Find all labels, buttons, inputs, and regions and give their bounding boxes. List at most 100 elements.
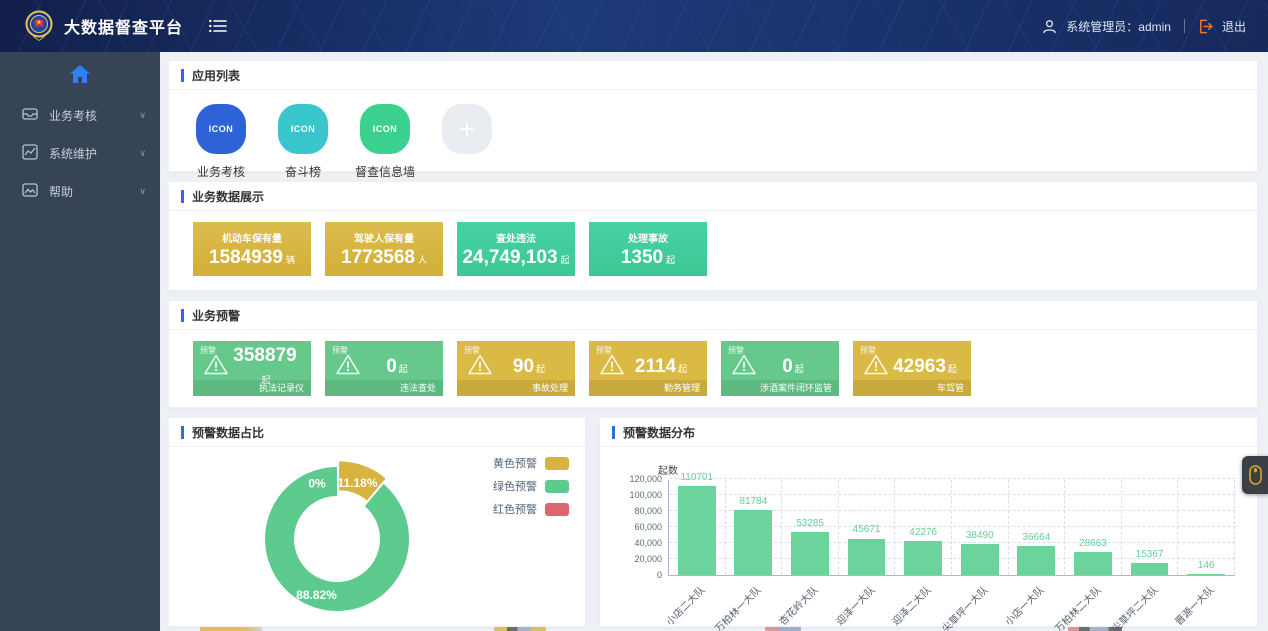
legend-swatch [545,502,569,516]
panel-bar-chart: 预警数据分布 起数 0 20,000 40,000 60,000 80,000 100,0… [599,417,1258,631]
grid-line [669,558,1235,559]
warning-value: 358879起 [233,345,297,385]
stat-card-title: 查处违法 [496,234,536,245]
title-accent-bar [612,425,615,439]
panel-biz-data: 业务数据展示 机动车保有量 1584939 辆 驾驶人保有量 1773568 人 查处违法 2… [168,181,1258,291]
stat-card[interactable]: 处理事故 1350 起 [589,222,707,276]
bar-value-label: 53285 [796,518,824,530]
bar[interactable] [1187,574,1226,575]
title-accent-bar [181,68,184,82]
warning-tag: 预警 [728,346,744,355]
bar[interactable] [1130,562,1169,575]
grid-line [669,478,1235,479]
bar-x-label: 晋源一大队 [1173,584,1217,628]
bar[interactable] [960,544,999,575]
sidebar-item-0[interactable]: 业务考核 ∨ [0,96,160,134]
title-accent-bar [181,308,184,322]
app-item[interactable]: ICON 奋斗榜 [273,104,333,180]
bar-value-label: 42276 [909,527,938,539]
legend-label: 黄色预警 [493,458,537,470]
header-divider [1183,19,1185,33]
bar-column: 81784 万柏林一大队 [714,480,783,631]
warning-value: 42963 起 [893,356,957,377]
stat-card[interactable]: 机动车保有量 1584939 辆 [193,222,311,276]
bar-column: 146 晋源一大队 [1174,480,1235,628]
stat-card-value: 1584939 辆 [209,247,295,268]
warning-tag: 预警 [200,346,216,355]
bar[interactable] [1017,545,1056,575]
stat-card[interactable]: 查处违法 24,749,103 起 [457,222,575,276]
legend-item[interactable]: 绿色预警 [493,478,569,494]
bar-column: 36664 小店一大队 [1004,480,1066,628]
warning-unit: 起 [794,364,804,374]
warning-label: 违法查处 [325,380,443,396]
bar[interactable] [1074,552,1112,575]
section-title-pie: 预警数据占比 [169,418,585,447]
bar-x-label: 尖草坪二大队 [1109,584,1161,631]
inbox-icon [22,106,38,125]
warning-unit: 起 [261,375,271,385]
menu-toggle-icon[interactable] [209,19,227,33]
y-axis-tick: 60,000 [634,522,662,532]
warning-label: 涉酒案件闭环监管 [721,380,839,396]
sidebar-item-label: 系统维护 [49,146,98,161]
warning-card[interactable]: 预警 0 起涉酒案件闭环监管 [721,341,839,396]
plus-icon: + [442,104,492,154]
logout-button[interactable]: 退出 [1221,19,1246,34]
bar[interactable] [847,538,886,575]
pie-slice-label: 11.18% [337,476,377,490]
pie-slice[interactable] [339,461,386,501]
warning-tag: 预警 [332,346,348,355]
bar-column: 28663 万柏林二大队 [1053,480,1122,631]
bar[interactable] [904,541,943,575]
bar-x-label: 杏花岭大队 [777,584,821,628]
title-accent-bar [181,189,184,203]
logout-icon[interactable] [1198,19,1213,34]
y-axis-tick: 80,000 [634,506,662,516]
warning-triangle-icon [467,353,493,381]
warning-unit: 起 [947,364,957,374]
stat-card-unit: 辆 [285,255,295,265]
panel-app-list: 应用列表 ICON 业务考核 ICON 奋斗榜 ICON 督查信息墙 + [168,60,1258,179]
pie-slice[interactable] [265,467,410,611]
cutoff-fragment [765,627,801,631]
stat-card[interactable]: 驾驶人保有量 1773568 人 [325,222,443,276]
sidebar-item-1[interactable]: 系统维护 ∨ [0,134,160,172]
y-axis-tick: 120,000 [629,474,662,484]
app-item[interactable]: ICON 业务考核 [191,104,251,180]
bar-value-label: 45671 [852,524,881,536]
y-axis-tick: 40,000 [634,538,662,548]
warning-card[interactable]: 预警 42963 起车驾管 [853,341,971,396]
legend-item[interactable]: 黄色预警 [493,455,569,471]
bar-value-label: 36664 [1022,531,1051,543]
sidebar-home-button[interactable] [0,52,160,96]
sidebar-item-label: 帮助 [49,184,74,199]
legend-swatch [545,479,569,493]
bar[interactable] [734,509,773,575]
warning-label: 勤务管理 [589,380,707,396]
warning-tag: 预警 [464,346,480,355]
warning-card[interactable]: 预警 0 起违法查处 [325,341,443,396]
legend-item[interactable]: 红色预警 [493,501,569,517]
warning-triangle-icon [863,353,889,381]
sidebar-item-2[interactable]: 帮助 ∨ [0,172,160,210]
bar[interactable] [677,486,716,575]
warning-triangle-icon [203,353,229,381]
bar-column: 110701 小店二大队 [664,472,726,628]
bar-column: 53285 杏花岭大队 [777,480,839,628]
warning-card[interactable]: 预警 2114 起勤务管理 [589,341,707,396]
stat-card-title: 机动车保有量 [222,234,282,245]
legend-label: 绿色预警 [493,481,537,493]
chevron-down-icon: ∨ [139,147,146,158]
cutoff-fragment [1068,627,1122,631]
warning-tag: 预警 [596,346,612,355]
warning-card[interactable]: 预警 90 起事故处理 [457,341,575,396]
warning-triangle-icon [599,353,625,381]
add-app-item[interactable]: + [437,104,497,180]
floating-mouse-widget[interactable] [1242,456,1268,494]
legend-label: 红色预警 [493,504,537,516]
bar[interactable] [791,532,829,575]
app-item[interactable]: ICON 督查信息墙 [355,104,415,180]
warning-card[interactable]: 预警 358879起 执法记录仪 [193,341,311,396]
